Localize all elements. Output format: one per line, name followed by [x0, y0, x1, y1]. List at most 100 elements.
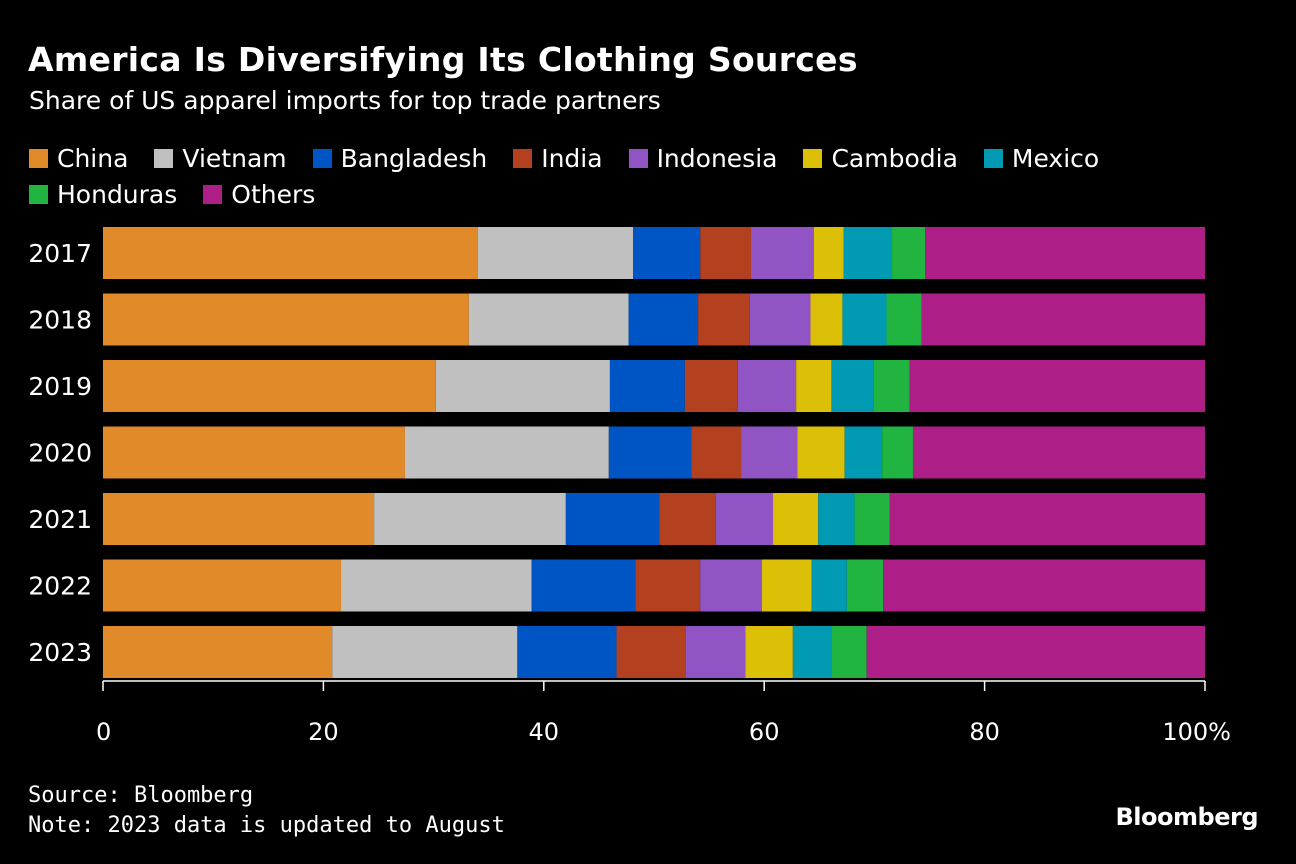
- bar-segment-2022-others: [883, 559, 1205, 612]
- bar-segment-2021-indonesia: [715, 493, 774, 545]
- legend-swatch-cambodia: [803, 148, 823, 168]
- legend-item-bangladesh: Bangladesh: [312, 143, 488, 173]
- legend-swatch-vietnam: [154, 148, 174, 168]
- bar-segment-2018-mexico: [842, 293, 887, 346]
- bar-segment-2023-mexico: [792, 626, 832, 678]
- bar-segment-2020-others: [912, 426, 1205, 479]
- chart-subtitle: Share of US apparel imports for top trad…: [29, 86, 661, 115]
- bar-segment-2023-india: [616, 626, 686, 678]
- legend-label-bangladesh: Bangladesh: [340, 143, 488, 173]
- bar-segment-2023-others: [866, 626, 1205, 678]
- bar-segment-2017-india: [700, 227, 751, 279]
- legend-item-cambodia: Cambodia: [803, 143, 958, 173]
- bar-segment-2023-vietnam: [332, 626, 518, 678]
- legend-label-india: India: [541, 143, 603, 173]
- y-tick-label: 2023: [28, 638, 92, 667]
- bar-segment-2021-vietnam: [374, 493, 566, 545]
- legend-label-vietnam: Vietnam: [182, 143, 287, 173]
- legend-item-india: India: [513, 143, 603, 173]
- legend-item-others: Others: [203, 180, 315, 209]
- bar-segment-2019-china: [103, 360, 436, 412]
- bar-segment-2018-cambodia: [810, 293, 843, 346]
- bar-segment-2023-cambodia: [745, 626, 793, 678]
- bar-segment-2020-india: [691, 426, 742, 479]
- bar-segment-2022-bangladesh: [531, 559, 636, 612]
- bar-segment-2019-indonesia: [737, 360, 797, 412]
- legend-swatch-indonesia: [628, 148, 648, 168]
- bar-segment-2017-vietnam: [477, 227, 634, 279]
- bar-segment-2020-honduras: [882, 426, 913, 479]
- bar-segment-2021-china: [103, 493, 375, 545]
- legend-item-mexico: Mexico: [983, 143, 1100, 173]
- legend-swatch-india: [513, 148, 533, 168]
- bar-segment-2019-mexico: [831, 360, 874, 412]
- source-note: Source: Bloomberg: [28, 783, 254, 808]
- chart-title: America Is Diversifying Its Clothing Sou…: [28, 40, 858, 79]
- bar-segment-2017-honduras: [892, 227, 926, 279]
- legend-item-vietnam: Vietnam: [154, 143, 287, 173]
- legend-item-china: China: [29, 144, 128, 173]
- bar-segment-2021-honduras: [854, 493, 890, 545]
- bar-segment-2017-mexico: [843, 227, 893, 279]
- bar-segment-2019-cambodia: [796, 360, 832, 412]
- bar-segment-2018-honduras: [886, 293, 922, 346]
- bar-segment-2023-china: [103, 626, 333, 678]
- legend-swatch-mexico: [983, 148, 1003, 168]
- bar-segment-2017-cambodia: [813, 227, 844, 279]
- bar-segment-2022-china: [103, 559, 342, 612]
- bar-segment-2023-indonesia: [685, 626, 746, 678]
- bar-segment-2022-honduras: [846, 559, 884, 612]
- bar-segment-2020-indonesia: [741, 426, 798, 479]
- bar-segment-2018-others: [921, 293, 1205, 346]
- bar-segment-2017-bangladesh: [633, 227, 701, 279]
- x-tick-label: 80: [969, 718, 1000, 746]
- bar-segment-2021-bangladesh: [565, 493, 660, 545]
- data-note: Note: 2023 data is updated to August: [28, 813, 505, 838]
- bar-segment-2018-vietnam: [468, 293, 629, 346]
- bar-segment-2019-india: [684, 360, 738, 412]
- legend-row-1: China Vietnam Bangladesh India Indonesia…: [29, 140, 1229, 176]
- bar-segment-2019-bangladesh: [609, 360, 685, 412]
- legend-label-honduras: Honduras: [57, 179, 178, 209]
- bar-segment-2022-mexico: [811, 559, 847, 612]
- legend-swatch-others: [203, 184, 223, 204]
- legend-label-indonesia: Indonesia: [656, 143, 778, 173]
- legend-label-mexico: Mexico: [1011, 143, 1100, 173]
- bar-segment-2019-vietnam: [435, 360, 610, 412]
- footer: Source: Bloomberg Note: 2023 data is upd…: [28, 781, 505, 841]
- bar-segment-2020-mexico: [844, 426, 883, 479]
- y-tick-label: 2021: [28, 505, 92, 534]
- bar-segment-2019-others: [909, 360, 1205, 412]
- bar-segment-2020-china: [103, 426, 405, 479]
- bar-segment-2021-mexico: [818, 493, 855, 545]
- x-tick-label: 20: [308, 718, 339, 746]
- bar-segment-2022-cambodia: [762, 559, 812, 612]
- legend-label-cambodia: Cambodia: [831, 143, 958, 173]
- bar-segment-2021-others: [889, 493, 1205, 545]
- bar-segment-2018-india: [698, 293, 750, 346]
- bar-segment-2017-china: [103, 227, 478, 279]
- bar-segment-2023-bangladesh: [517, 626, 617, 678]
- legend-swatch-bangladesh: [312, 148, 332, 168]
- bar-segment-2017-others: [925, 227, 1205, 279]
- y-tick-label: 2018: [28, 306, 92, 335]
- bar-segment-2018-china: [103, 293, 469, 346]
- y-tick-label: 2019: [28, 372, 92, 401]
- bar-segment-2022-india: [635, 559, 701, 612]
- bar-segment-2020-cambodia: [797, 426, 845, 479]
- bar-segment-2022-indonesia: [700, 559, 762, 612]
- legend-row-2: Honduras Others: [29, 176, 1229, 212]
- y-tick-label: 2017: [28, 239, 92, 268]
- bar-segment-2020-bangladesh: [608, 426, 692, 479]
- bar-segment-2017-indonesia: [750, 227, 814, 279]
- legend-item-indonesia: Indonesia: [628, 143, 778, 173]
- x-tick-label: 60: [749, 718, 780, 746]
- x-tick-label: 0: [96, 718, 111, 746]
- bar-segment-2018-bangladesh: [628, 293, 699, 346]
- legend: China Vietnam Bangladesh India Indonesia…: [29, 140, 1229, 212]
- bar-segment-2023-honduras: [831, 626, 867, 678]
- bar-segment-2019-honduras: [873, 360, 910, 412]
- legend-item-honduras: Honduras: [29, 180, 177, 209]
- y-tick-label: 2020: [28, 439, 92, 468]
